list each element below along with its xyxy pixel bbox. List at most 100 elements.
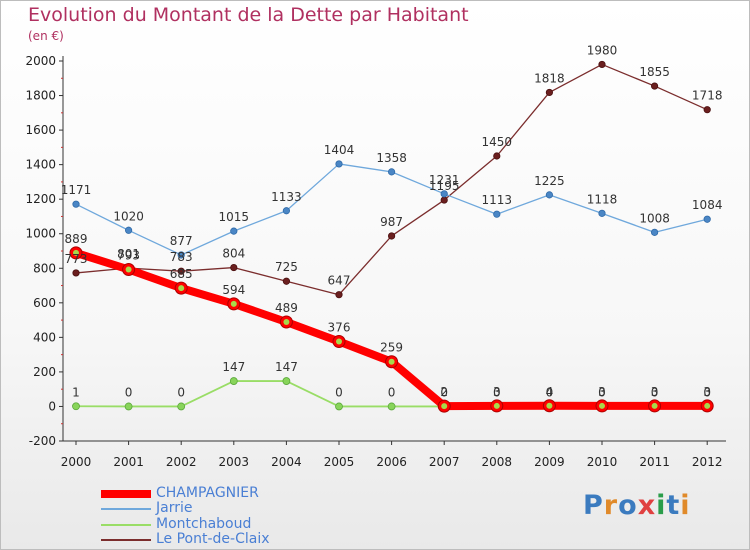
y-tick-label: 2000 [25, 54, 56, 68]
data-label: 1404 [324, 143, 355, 157]
data-point-inner [125, 266, 132, 273]
data-point [125, 226, 133, 234]
data-point [282, 377, 291, 385]
data-label: 1084 [692, 198, 723, 212]
data-label: 4 [546, 385, 554, 399]
data-point [335, 291, 343, 299]
y-tick-label: 1200 [25, 192, 56, 206]
data-label: 1113 [482, 193, 513, 207]
data-label: 725 [275, 260, 298, 274]
data-point-inner [599, 402, 605, 409]
x-tick-label: 2010 [587, 455, 618, 469]
chart-title: Evolution du Montant de la Dette par Hab… [28, 4, 469, 26]
data-label: 1718 [692, 89, 723, 103]
data-point [230, 263, 238, 272]
data-point [282, 277, 290, 285]
y-tick-label: 1800 [25, 89, 56, 103]
x-tick-label: 2003 [219, 455, 250, 469]
data-label: 147 [275, 360, 298, 374]
data-point [72, 269, 80, 277]
y-tick-label: 200 [33, 365, 56, 379]
data-label: 147 [222, 360, 245, 374]
data-point [545, 88, 554, 97]
logo-letter: x [637, 490, 657, 521]
data-label: 1358 [376, 151, 407, 165]
data-point [387, 168, 396, 176]
data-label: 3 [493, 385, 501, 399]
data-label: 1231 [429, 173, 460, 187]
data-label: 1225 [534, 174, 565, 188]
data-label: 793 [117, 248, 140, 262]
data-label: 0 [546, 385, 554, 399]
data-point [230, 227, 238, 235]
data-point [440, 190, 448, 198]
data-point-inner [546, 402, 553, 409]
x-tick-label: 2012 [692, 455, 723, 469]
data-point [124, 402, 133, 411]
legend-swatch [101, 508, 151, 510]
legend-swatch [101, 539, 151, 541]
data-label: 376 [328, 321, 351, 335]
x-tick-label: 2008 [482, 455, 513, 469]
data-label: 1015 [219, 210, 250, 224]
data-label: 889 [65, 232, 88, 246]
data-point-inner [388, 358, 395, 365]
data-label: 1980 [587, 43, 618, 57]
legend-label: Jarrie [156, 500, 193, 516]
legend-label: CHAMPAGNIER [156, 485, 259, 501]
y-tick-label: 600 [33, 296, 56, 310]
data-label: 1855 [639, 65, 670, 79]
data-point-inner [493, 402, 500, 409]
data-label: 1818 [534, 71, 565, 85]
data-label: 1118 [587, 192, 618, 206]
y-tick-label: 400 [33, 330, 56, 344]
x-tick-label: 2007 [429, 455, 460, 469]
data-label: 2 [440, 385, 448, 399]
data-point-inner [704, 402, 711, 409]
data-point [387, 232, 396, 240]
data-label: 3 [598, 385, 606, 399]
data-point [335, 402, 343, 411]
data-point [650, 228, 659, 236]
data-label: 0 [388, 385, 396, 399]
x-tick-label: 2011 [639, 455, 670, 469]
data-point [282, 207, 290, 215]
data-label: 0 [493, 385, 501, 399]
data-label: 0 [440, 385, 448, 399]
legend-label: Montchaboud [156, 516, 252, 532]
data-point [598, 60, 606, 69]
proxiti-logo: Proxiti [583, 490, 691, 521]
legend-swatch [101, 524, 151, 526]
data-label: 685 [170, 267, 193, 281]
data-point-inner [651, 402, 658, 409]
data-label: 804 [222, 247, 245, 261]
logo-letter: t [666, 490, 681, 521]
y-tick-label: 800 [33, 261, 56, 275]
logo-letter: P [583, 490, 604, 521]
data-label: 0 [651, 385, 659, 399]
data-label: 877 [170, 234, 193, 248]
y-tick-label: 1600 [25, 123, 56, 137]
data-label: 0 [177, 385, 185, 399]
data-label: 1020 [113, 209, 144, 223]
data-label: 1 [72, 385, 80, 399]
data-label: 0 [125, 385, 133, 399]
data-label: 3 [651, 385, 659, 399]
data-label: 1171 [61, 183, 92, 197]
data-point [177, 251, 185, 259]
logo-letter: o [618, 490, 638, 521]
x-tick-label: 2002 [166, 455, 197, 469]
data-point [703, 106, 711, 114]
y-tick-label: 1000 [25, 227, 56, 241]
data-point [703, 215, 711, 223]
data-label: 0 [335, 385, 343, 399]
x-tick-label: 2005 [324, 455, 355, 469]
data-label: 1008 [639, 211, 670, 225]
data-point-inner [230, 300, 237, 307]
x-tick-label: 2000 [61, 455, 92, 469]
logo-letter: r [603, 490, 619, 521]
data-label: 489 [275, 301, 298, 315]
data-label: 1450 [482, 135, 513, 149]
data-label: 801 [117, 247, 140, 261]
